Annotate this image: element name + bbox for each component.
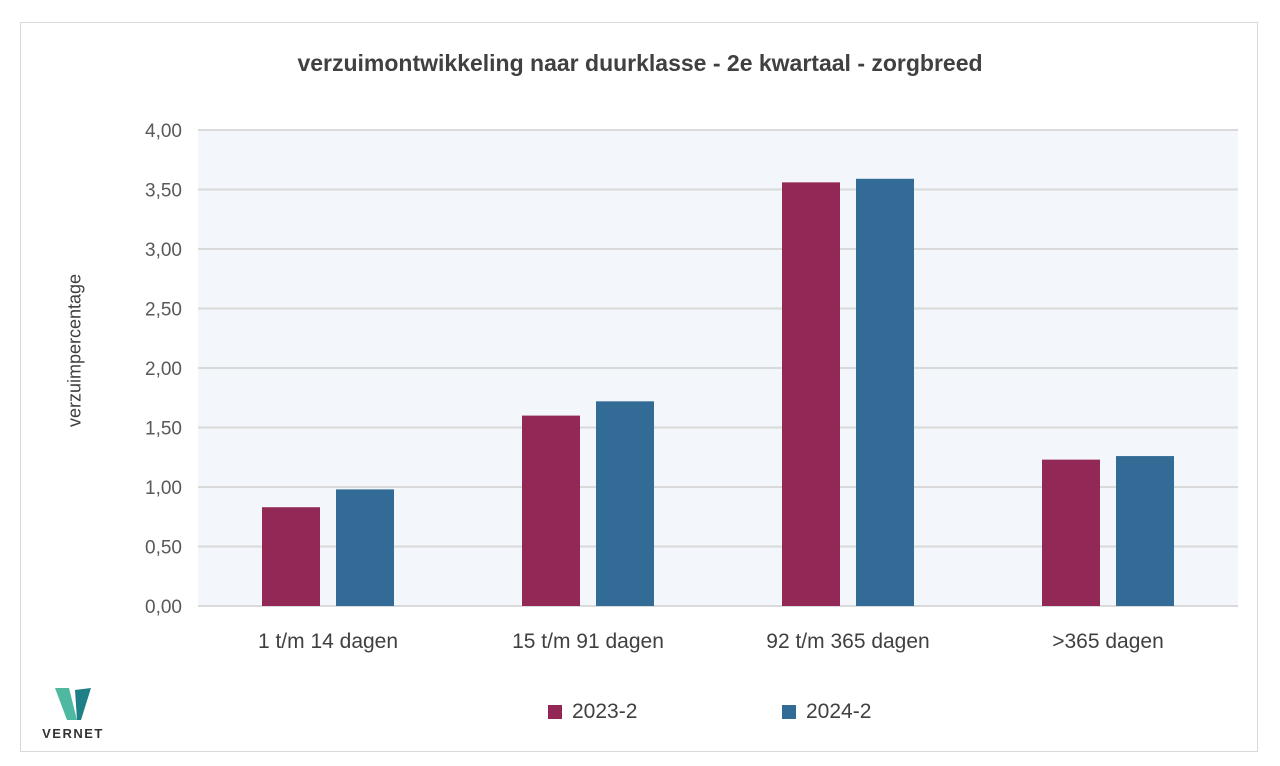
x-tick-label: 1 t/m 14 dagen <box>258 630 398 653</box>
y-tick-label: 0,00 <box>145 597 182 618</box>
vernet-logo-icon <box>55 688 91 720</box>
bar-2024-2-2 <box>596 401 654 606</box>
bar-2023-2-3 <box>782 182 840 607</box>
logo-text: VERNET <box>42 726 104 741</box>
vernet-logo: VERNET <box>40 686 106 741</box>
legend-swatch-2024 <box>782 705 796 719</box>
y-tick-label: 3,00 <box>145 240 182 261</box>
x-tick-label: >365 dagen <box>1052 630 1164 653</box>
bar-2023-2-1 <box>262 507 320 606</box>
y-tick-label: 4,00 <box>145 121 182 142</box>
y-tick-label: 0,50 <box>145 538 182 559</box>
x-tick-label: 92 t/m 365 dagen <box>766 630 929 653</box>
y-tick-label: 1,50 <box>145 419 182 440</box>
legend-item-2023: 2023-2 <box>548 700 637 724</box>
y-tick-label: 3,50 <box>145 181 182 202</box>
legend-item-2024: 2024-2 <box>782 700 871 724</box>
legend-label-2024: 2024-2 <box>806 700 872 723</box>
chart-frame <box>20 22 1258 752</box>
legend-label-2023: 2023-2 <box>572 700 638 723</box>
y-tick-label: 2,50 <box>145 300 182 321</box>
y-tick-label: 2,00 <box>145 359 182 380</box>
bar-2024-2-3 <box>856 178 914 607</box>
x-tick-label: 15 t/m 91 dagen <box>512 630 664 653</box>
bar-2024-2-1 <box>336 489 394 606</box>
chart-title: verzuimontwikkeling naar duurklasse - 2e… <box>297 50 983 76</box>
legend-swatch-2023 <box>548 705 562 719</box>
bar-2024-2-4 <box>1116 456 1174 606</box>
y-tick-label: 1,00 <box>145 478 182 499</box>
bar-2023-2-2 <box>522 415 580 606</box>
bar-2023-2-4 <box>1042 459 1100 606</box>
